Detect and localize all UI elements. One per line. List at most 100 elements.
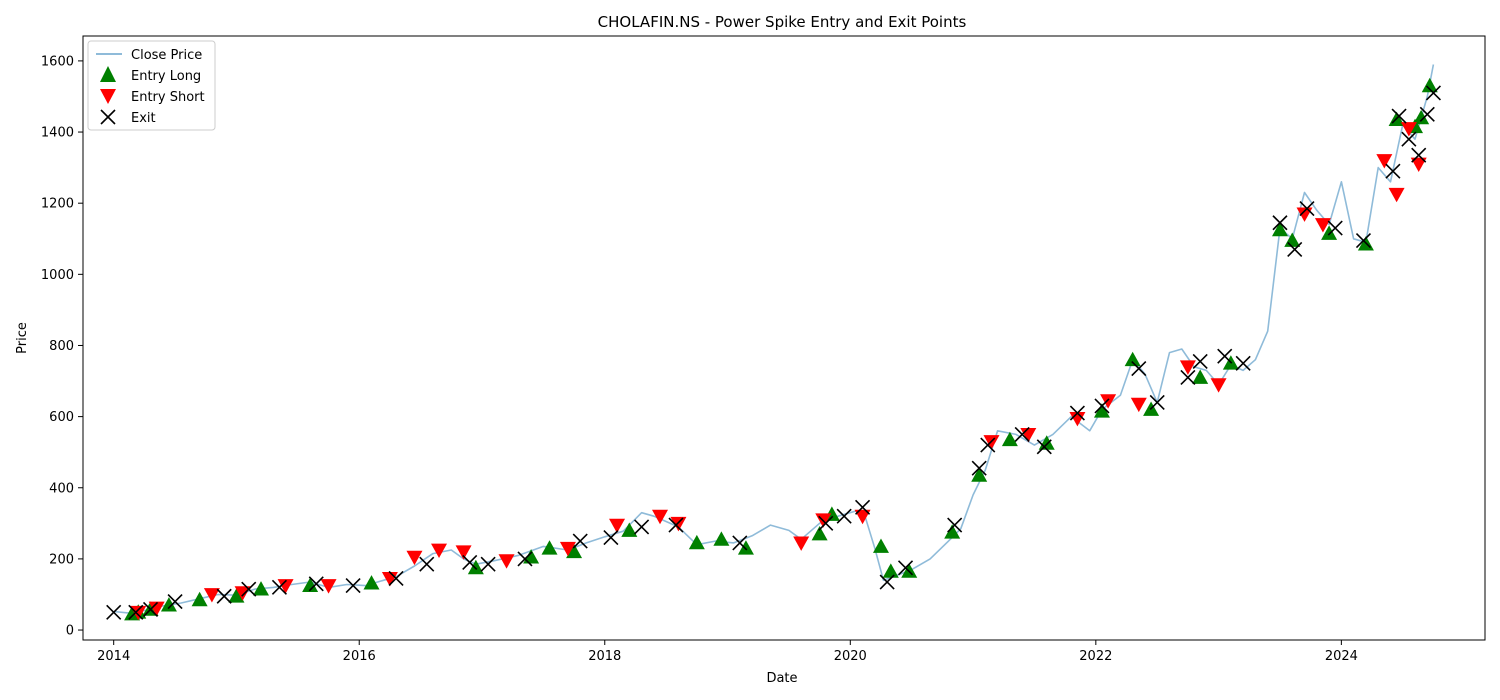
exit-marker bbox=[308, 576, 324, 592]
exit-marker bbox=[971, 460, 987, 476]
legend-entry-long-swatch bbox=[100, 66, 116, 82]
x-tick-label: 2016 bbox=[343, 649, 376, 664]
y-axis-label: Price bbox=[15, 322, 30, 354]
entry-long-marker bbox=[467, 559, 484, 575]
legend-entry-short-swatch bbox=[100, 89, 116, 104]
entry-long-marker bbox=[566, 543, 583, 559]
exit-marker bbox=[167, 594, 183, 610]
entry-short-marker bbox=[1100, 394, 1117, 409]
entry-short-marker bbox=[1410, 157, 1427, 173]
entry-long-marker bbox=[1001, 431, 1018, 447]
exit-marker bbox=[818, 515, 834, 531]
exit-marker bbox=[462, 554, 478, 571]
x-tick-label: 2024 bbox=[1325, 649, 1358, 664]
exit-marker bbox=[572, 533, 588, 549]
exit-marker bbox=[1235, 355, 1251, 371]
x-tick-label: 2020 bbox=[834, 649, 867, 664]
entry-long-marker bbox=[882, 563, 899, 578]
entry-long-marker bbox=[1124, 351, 1141, 367]
entry-short-marker bbox=[431, 543, 448, 559]
exit-marker bbox=[980, 437, 996, 453]
exit-marker bbox=[634, 519, 650, 535]
x-tick-label: 2022 bbox=[1079, 649, 1112, 664]
legend-entry-long-label: Entry Long bbox=[131, 69, 201, 84]
entry-short-marker bbox=[203, 588, 220, 603]
exit-marker bbox=[879, 574, 895, 590]
legend-entry-short-label: Entry Short bbox=[131, 90, 205, 105]
y-tick-label: 400 bbox=[49, 481, 74, 496]
y-tick-label: 600 bbox=[49, 410, 74, 425]
entry-short-marker bbox=[1179, 360, 1196, 375]
entry-long-marker bbox=[1413, 109, 1430, 125]
exit-marker bbox=[241, 581, 257, 597]
entry-short-marker bbox=[234, 586, 251, 601]
entry-short-marker bbox=[1388, 187, 1405, 203]
entry-short-marker bbox=[406, 550, 423, 566]
entry-short-marker bbox=[1210, 378, 1227, 393]
exit-marker bbox=[668, 517, 684, 533]
y-tick-label: 1600 bbox=[41, 54, 74, 69]
exit-marker bbox=[1014, 426, 1030, 442]
entry-short-marker bbox=[559, 541, 576, 557]
entry-long-marker bbox=[944, 524, 961, 539]
entry-short-marker bbox=[793, 536, 810, 551]
exit-marker bbox=[1287, 241, 1303, 257]
entry-long-marker bbox=[621, 522, 638, 537]
entry-short-marker bbox=[1376, 154, 1393, 169]
entry-long-marker bbox=[1321, 225, 1338, 240]
legend-box bbox=[87, 40, 216, 131]
entry-short-marker bbox=[1130, 397, 1147, 413]
entry-long-marker bbox=[160, 597, 177, 612]
y-axis: 0 200 400 600 800 1000 1200 1400 1600 bbox=[41, 54, 83, 639]
exit-marker bbox=[419, 556, 435, 572]
plot-area bbox=[106, 64, 1442, 621]
x-tick-label: 2014 bbox=[97, 649, 130, 664]
entry-short-marker bbox=[277, 579, 294, 594]
exit-marker bbox=[388, 570, 404, 587]
entry-long-marker bbox=[1093, 403, 1110, 418]
entry-short-marker bbox=[670, 516, 687, 532]
exit-marker bbox=[836, 508, 852, 524]
entry-long-marker bbox=[541, 540, 558, 555]
entry-long-marker bbox=[688, 534, 705, 550]
entry-long-marker bbox=[1421, 77, 1438, 93]
exit-marker bbox=[1425, 85, 1442, 101]
axes-frame bbox=[82, 35, 1486, 641]
y-tick-label: 200 bbox=[49, 552, 74, 567]
exit-marker bbox=[1272, 215, 1288, 231]
entry-long-marker bbox=[253, 581, 270, 596]
exit-marker bbox=[1149, 394, 1165, 410]
entry-long-marker bbox=[713, 531, 730, 546]
entry-short-marker bbox=[854, 509, 871, 525]
exit-marker bbox=[271, 579, 287, 595]
x-axis: 2014 2016 2018 2020 2022 2024 bbox=[97, 640, 1358, 664]
entry-long-marker bbox=[228, 588, 245, 603]
entry-short-marker bbox=[130, 605, 147, 621]
entry-short-marker bbox=[498, 554, 515, 569]
legend: Close Price Entry Long Entry Short Exit bbox=[87, 40, 216, 131]
x-axis-label: Date bbox=[766, 671, 797, 686]
exit-marker bbox=[855, 499, 871, 515]
exit-marker bbox=[897, 560, 914, 576]
x-tick-label: 2018 bbox=[588, 649, 621, 664]
entry-short-marker bbox=[455, 545, 472, 560]
entry-short-marker bbox=[609, 518, 626, 534]
exit-marker bbox=[1192, 353, 1208, 370]
entry-long-marker bbox=[811, 525, 828, 541]
y-tick-label: 0 bbox=[66, 624, 74, 639]
y-tick-label: 1200 bbox=[41, 197, 74, 212]
exit-marker bbox=[1385, 163, 1401, 179]
legend-exit-label: Exit bbox=[131, 111, 156, 126]
legend-close-price-label: Close Price bbox=[131, 48, 202, 63]
exit-marker bbox=[142, 601, 159, 617]
chart-title: CHOLAFIN.NS - Power Spike Entry and Exit… bbox=[598, 13, 967, 31]
entry-short-marker bbox=[652, 509, 669, 525]
exit-marker bbox=[345, 578, 361, 594]
entry-long-marker bbox=[1192, 369, 1209, 384]
exit-marker bbox=[947, 517, 963, 533]
exit-marker bbox=[517, 551, 533, 567]
exit-marker bbox=[106, 604, 122, 620]
exit-marker bbox=[480, 556, 496, 572]
